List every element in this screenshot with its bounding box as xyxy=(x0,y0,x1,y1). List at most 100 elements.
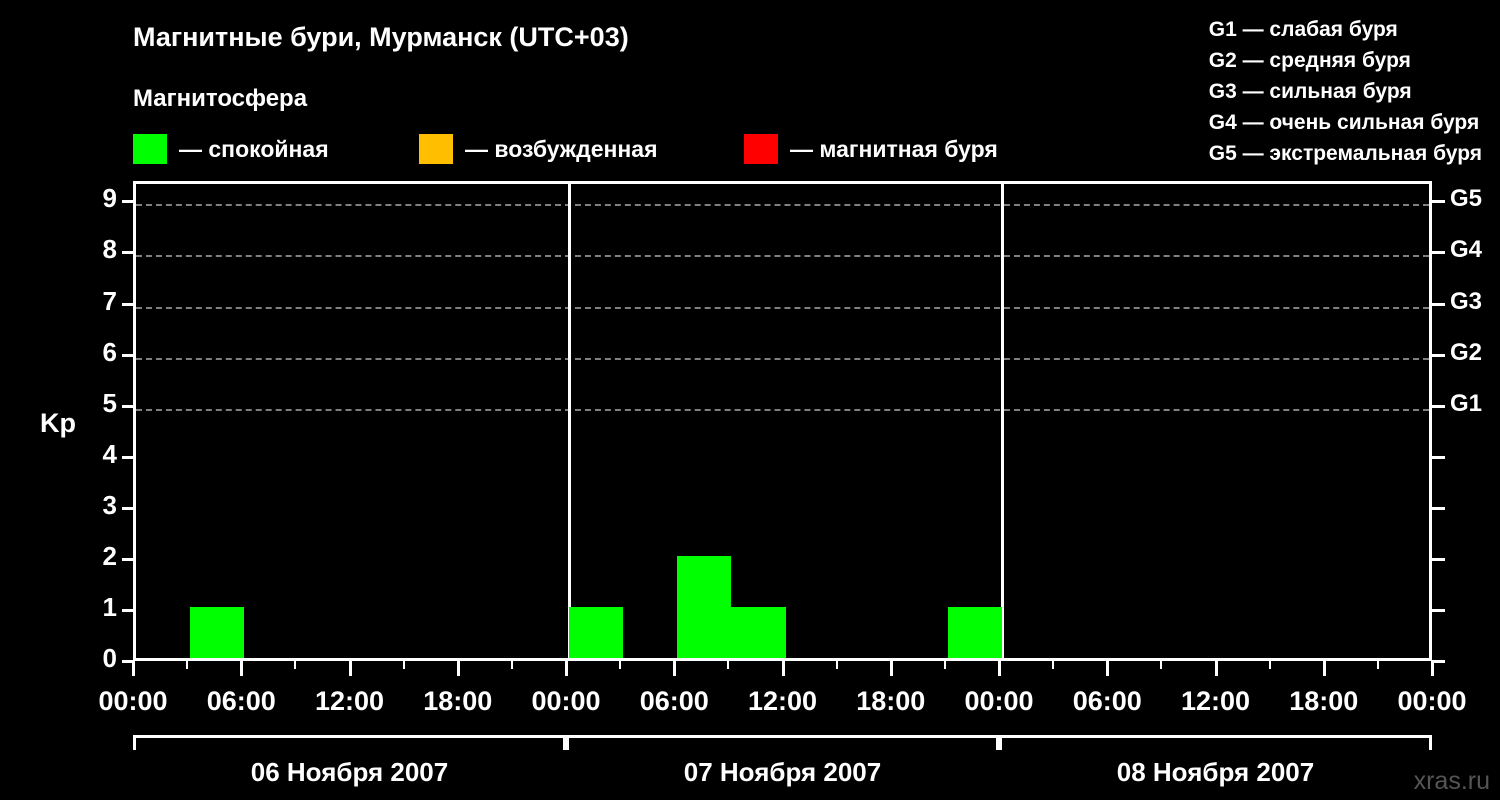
x-tick-12 xyxy=(781,661,785,676)
x-tick-17 xyxy=(1052,661,1055,669)
x-tick-22 xyxy=(1322,661,1326,676)
y-tick-mark-1 xyxy=(122,608,133,612)
gridline-kp-5 xyxy=(136,408,1429,411)
x-tick-label-1: 06:00 xyxy=(206,686,276,716)
legend-item-calm: — спокойная xyxy=(133,134,419,164)
x-tick-14 xyxy=(889,661,893,676)
g-tick-mark-G2 xyxy=(1432,353,1445,357)
kp-bar xyxy=(731,606,786,658)
date-bracket-tick xyxy=(133,735,136,750)
g-tick-label-G5: G5 xyxy=(1450,185,1483,213)
legend-label-excited: — возбужденная xyxy=(465,135,658,162)
g-tick-label-G2: G2 xyxy=(1450,338,1483,366)
g-axis-minor-tick-2 xyxy=(1432,557,1445,561)
x-tick-16 xyxy=(998,661,1001,676)
y-tick-label-7: 7 xyxy=(102,285,117,316)
legend-label-storm: — магнитная буря xyxy=(790,135,998,162)
kp-bar xyxy=(677,555,732,658)
x-tick-label-12: 00:00 xyxy=(1397,686,1467,716)
x-tick-label-7: 18:00 xyxy=(856,686,926,716)
gscale-row-g5: G5 — экстремальная буря xyxy=(1208,142,1482,165)
gscale-row-g1: G1 — слабая буря xyxy=(1208,18,1398,41)
x-tick-20 xyxy=(1214,661,1218,676)
date-bracket-tick xyxy=(996,735,999,750)
x-tick-label-5: 06:00 xyxy=(639,686,709,716)
g-tick-label-G1: G1 xyxy=(1450,389,1483,417)
y-axis-title: Kp xyxy=(40,408,76,438)
date-bracket-tick xyxy=(563,735,566,750)
legend-swatch-storm-icon xyxy=(744,134,778,164)
date-label-2: 08 Ноября 2007 xyxy=(1116,757,1315,787)
date-bracket-tick xyxy=(566,735,569,750)
x-tick-8 xyxy=(565,661,568,676)
x-tick-21 xyxy=(1268,661,1271,669)
x-tick-label-11: 18:00 xyxy=(1289,686,1359,716)
g-tick-mark-G4 xyxy=(1432,251,1445,255)
magnetosphere-legend: — спокойная — возбужденная — магнитная б… xyxy=(133,134,998,164)
g-tick-label-G4: G4 xyxy=(1450,236,1483,264)
x-axis-ticks xyxy=(0,661,1500,677)
y-tick-label-9: 9 xyxy=(102,183,117,214)
date-bracket-line-2 xyxy=(999,735,1432,738)
gscale-legend: G1 — слабая буря G2 — средняя буря G3 — … xyxy=(1209,14,1482,169)
x-tick-label-4: 00:00 xyxy=(531,686,601,716)
x-tick-10 xyxy=(673,661,677,676)
kp-bar xyxy=(190,606,245,658)
page-title: Магнитные бури, Мурманск (UTC+03) xyxy=(133,22,629,52)
x-tick-5 xyxy=(402,661,405,669)
x-tick-15 xyxy=(943,661,946,669)
gridline-kp-9 xyxy=(136,204,1429,207)
gridline-kp-6 xyxy=(136,357,1429,360)
x-tick-label-0: 00:00 xyxy=(98,686,168,716)
y-tick-mark-6 xyxy=(122,353,133,357)
x-tick-1 xyxy=(186,661,189,669)
y-tick-label-0: 0 xyxy=(102,643,117,673)
x-tick-7 xyxy=(510,661,513,669)
chart-plot-area xyxy=(133,181,1432,661)
g-axis-minor-tick-4 xyxy=(1432,455,1445,459)
gscale-row-g2: G2 — средняя буря xyxy=(1208,49,1411,72)
y-tick-mark-8 xyxy=(122,251,133,255)
gscale-row-g4: G4 — очень сильная буря xyxy=(1208,111,1480,134)
y-tick-label-6: 6 xyxy=(102,336,117,367)
kp-bar xyxy=(947,606,1002,658)
y-tick-label-3: 3 xyxy=(102,489,117,520)
y-tick-label-4: 4 xyxy=(102,438,117,469)
date-brackets: 06 Ноября 2007 07 Ноября 2007 08 Ноября 20… xyxy=(0,735,1500,795)
y-tick-label-1: 1 xyxy=(102,591,117,622)
y-tick-mark-3 xyxy=(122,506,133,510)
y-tick-mark-2 xyxy=(122,557,133,561)
g-tick-mark-G3 xyxy=(1432,302,1445,306)
day-separator-1 xyxy=(568,184,571,658)
x-tick-11 xyxy=(727,661,730,669)
x-tick-label-9: 06:00 xyxy=(1072,686,1142,716)
gridline-kp-7 xyxy=(136,306,1429,309)
x-tick-2 xyxy=(240,661,244,676)
legend-swatch-excited-icon xyxy=(419,134,453,164)
watermark: xras.ru xyxy=(1413,767,1490,795)
legend-swatch-calm-icon xyxy=(133,134,167,164)
kp-bar xyxy=(569,606,624,658)
g-axis-minor-tick-1 xyxy=(1432,608,1445,612)
x-tick-13 xyxy=(835,661,838,669)
date-bracket-tick xyxy=(999,735,1002,750)
x-tick-label-3: 18:00 xyxy=(423,686,493,716)
y-tick-mark-5 xyxy=(122,404,133,408)
x-tick-label-10: 12:00 xyxy=(1180,686,1251,716)
date-bracket-line-1 xyxy=(566,735,999,738)
legend-item-excited: — возбужденная xyxy=(419,134,744,164)
y-tick-mark-7 xyxy=(122,302,133,306)
x-tick-0 xyxy=(132,661,135,676)
day-separator-2 xyxy=(1001,184,1004,658)
x-tick-label-6: 12:00 xyxy=(747,686,818,716)
x-tick-18 xyxy=(1106,661,1110,676)
date-label-1: 07 Ноября 2007 xyxy=(683,757,882,787)
legend-item-storm: — магнитная буря xyxy=(744,134,998,164)
x-tick-3 xyxy=(294,661,297,669)
y-tick-label-5: 5 xyxy=(102,387,117,418)
date-label-0: 06 Ноября 2007 xyxy=(250,757,449,787)
x-tick-label-8: 00:00 xyxy=(964,686,1034,716)
y-tick-label-8: 8 xyxy=(102,234,117,265)
x-tick-9 xyxy=(619,661,622,669)
magnetosphere-heading: Магнитосфера xyxy=(133,85,308,112)
